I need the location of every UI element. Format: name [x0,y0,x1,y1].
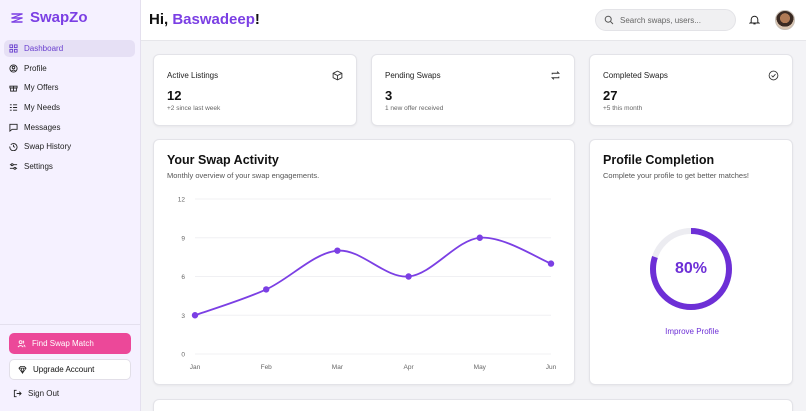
x-tick-label: Apr [404,364,415,371]
search-input[interactable] [620,15,730,25]
swap-activity-card: Your Swap Activity Monthly overview of y… [153,139,575,385]
stat-card-pending-swaps: Pending Swaps 3 1 new offer received [371,54,575,126]
sidebar-item-label: Dashboard [24,44,64,53]
bottom-card [153,399,793,411]
sidebar-item-label: My Offers [24,83,59,93]
data-point [405,273,412,280]
grid-icon [9,44,18,53]
upgrade-account-button[interactable]: Upgrade Account [9,359,131,380]
sidebar-item-swap-history[interactable]: Swap History [4,138,135,155]
y-tick-label: 12 [178,197,186,204]
users-icon [17,340,26,348]
swap-activity-chart: 0 3 6 9 12 Jan Feb Mar Apr May Jun [178,197,557,372]
list-icon [9,104,18,111]
progress-ring-fill [650,228,732,310]
stat-title: Active Listings [167,71,219,80]
sidebar-item-label: Messages [24,122,61,132]
upgrade-account-label: Upgrade Account [33,365,95,374]
sidebar-divider [0,324,140,325]
data-point [191,312,199,319]
message-icon [9,123,18,132]
user-name: Baswadeep [172,11,255,28]
gem-icon [18,365,27,374]
log-out-icon [13,389,22,398]
sidebar: SwapZo Dashboard Profile My Offers My Ne… [0,0,141,411]
progress-percent: 80% [674,260,708,277]
find-swap-match-label: Find Swap Match [32,339,94,348]
package-icon [332,70,343,81]
sidebar-item-profile[interactable]: Profile [4,60,135,77]
profile-completion-card: Profile Completion Complete your profile… [589,139,793,385]
stat-subtext: 1 new offer received [385,105,444,112]
check-circle-icon [768,70,779,81]
brand-name: SwapZo [30,9,88,26]
stat-card-active-listings: Active Listings 12 +2 since last week [153,54,357,126]
user-circle-icon [9,64,18,73]
x-tick-label: Jan [190,364,201,371]
x-tick-label: Mar [332,364,344,371]
card-subtitle: Monthly overview of your swap engagement… [167,171,320,180]
greeting-prefix: Hi, [149,11,173,28]
data-point [547,260,555,267]
improve-profile-link[interactable]: Improve Profile [665,327,719,336]
sidebar-nav: Dashboard Profile My Offers My Needs Mes… [4,40,135,178]
stat-title: Pending Swaps [385,71,441,80]
y-tick-label: 6 [181,274,185,281]
header: Hi, Baswadeep! [141,0,806,41]
data-point [476,234,483,241]
card-title: Your Swap Activity [167,153,279,167]
data-point [334,247,341,254]
stat-subtext: +5 this month [603,105,643,112]
bell-icon[interactable] [749,14,760,25]
search-icon [604,15,614,25]
x-tick-label: Feb [261,364,273,371]
stat-value: 12 [167,88,182,103]
y-tick-label: 3 [181,313,185,320]
x-tick-label: May [474,364,487,371]
brand[interactable]: SwapZo [10,9,88,26]
sidebar-item-label: Profile [24,63,47,73]
stat-subtext: +2 since last week [167,105,221,112]
sign-out-label: Sign Out [28,389,60,398]
card-subtitle: Complete your profile to get better matc… [603,171,749,180]
history-icon [9,143,18,152]
sidebar-item-label: Swap History [24,142,72,152]
sidebar-item-my-needs[interactable]: My Needs [4,99,135,116]
sidebar-item-dashboard[interactable]: Dashboard [4,40,135,57]
stat-card-completed-swaps: Completed Swaps 27 +5 this month [589,54,793,126]
sidebar-item-settings[interactable]: Settings [4,158,135,175]
logo-icon [11,12,23,23]
sidebar-item-messages[interactable]: Messages [4,119,135,136]
sidebar-item-label: Settings [24,162,53,172]
sign-out-link[interactable]: Sign Out [13,389,59,398]
progress-ring: 80% [648,226,734,312]
sidebar-item-my-offers[interactable]: My Offers [4,79,135,96]
find-swap-match-button[interactable]: Find Swap Match [9,333,131,354]
sidebar-item-label: My Needs [24,103,61,113]
y-tick-label: 9 [181,235,185,242]
page-title: Hi, Baswadeep! [149,11,260,28]
x-tick-label: Jun [546,364,557,371]
repeat-icon [551,71,560,80]
stat-value: 27 [603,88,618,103]
avatar[interactable] [775,10,795,30]
greeting-suffix: ! [254,11,260,28]
search-box[interactable] [595,9,736,31]
sliders-icon [9,163,18,170]
stat-value: 3 [385,88,393,103]
card-title: Profile Completion [603,153,715,167]
y-tick-label: 0 [181,352,185,359]
stat-title: Completed Swaps [603,71,668,80]
data-point [263,286,270,293]
gift-icon [9,86,18,92]
